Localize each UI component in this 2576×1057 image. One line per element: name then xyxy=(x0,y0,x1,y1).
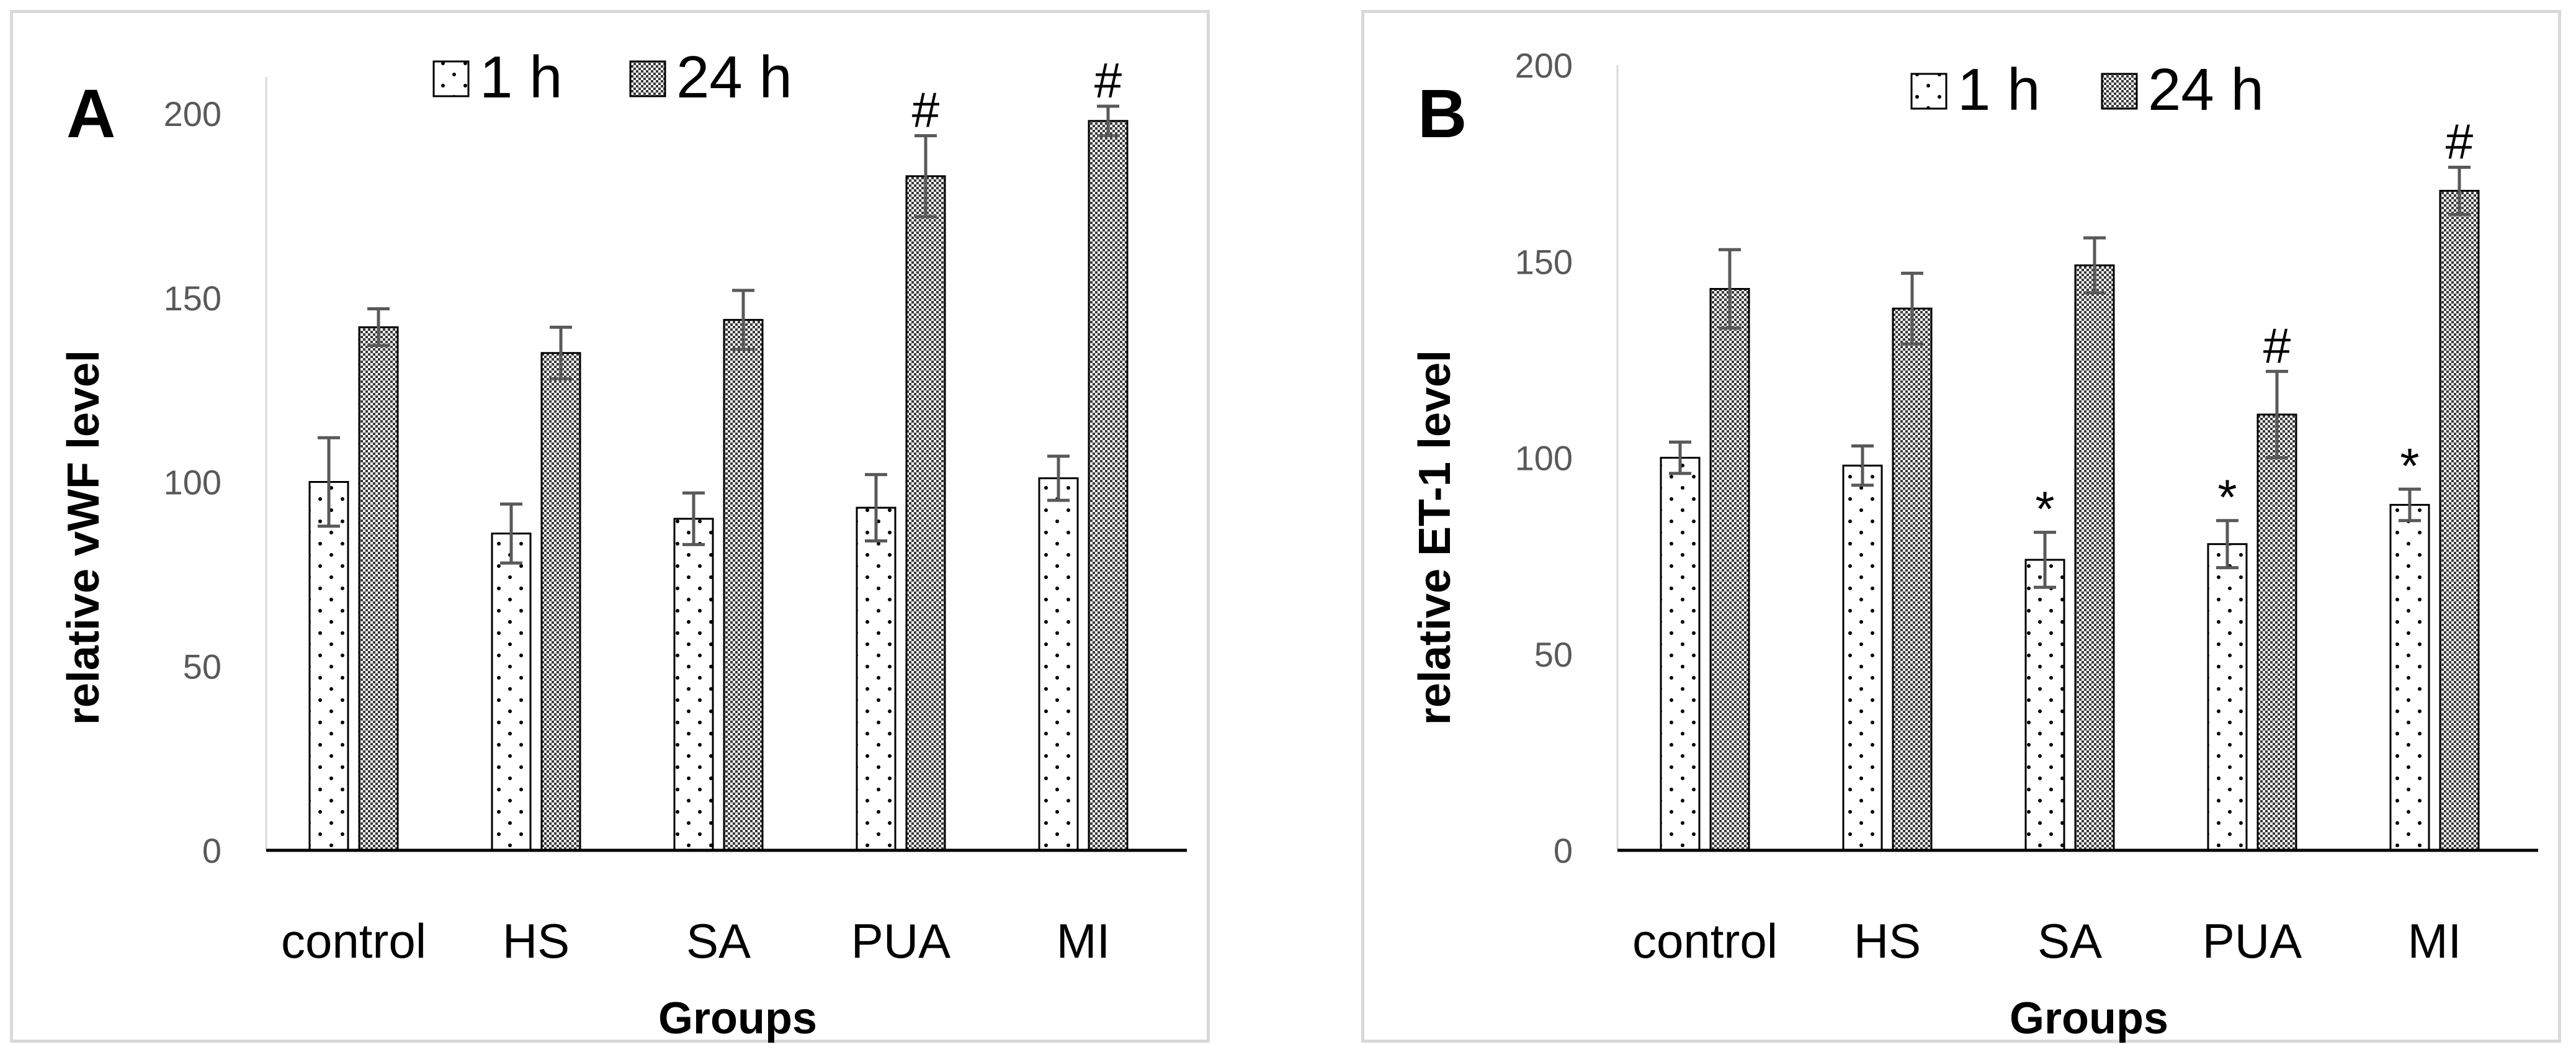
bar-pua-24h xyxy=(2256,413,2297,852)
bar-mi-1h xyxy=(2389,503,2430,852)
y-tick-label: 0 xyxy=(202,831,221,870)
legend-swatch-1h xyxy=(1910,73,1948,110)
chart-panel-b: 0 50 100 150 200 control HS * SA * # PUA * # MI Groups r… xyxy=(1361,10,2561,1043)
bar-mi-1h xyxy=(1038,477,1079,852)
y-tick-label: 150 xyxy=(1515,242,1573,281)
significance-mark: * xyxy=(2217,470,2237,525)
bar-hs-24h xyxy=(540,352,581,852)
legend-label-1h: 1 h xyxy=(1957,56,2040,123)
y-tick-label: 150 xyxy=(164,279,221,318)
x-tick-label: SA xyxy=(2037,914,2102,968)
chart-a-canvas: 0 50 100 150 200 control HS SA # PUA # MI Groups rela… xyxy=(59,44,1187,1043)
bar-pua-1h xyxy=(856,506,897,852)
bar-control-1h xyxy=(308,481,349,852)
y-tick-label: 0 xyxy=(1554,831,1573,870)
legend-swatch-24h xyxy=(2101,73,2138,110)
bar-pua-1h xyxy=(2207,543,2248,852)
bar-mi-24h xyxy=(1088,120,1129,852)
bar-mi-24h xyxy=(2439,189,2480,852)
y-tick-label: 200 xyxy=(1515,46,1573,85)
x-tick-label: PUA xyxy=(2203,914,2302,968)
x-axis-title: Groups xyxy=(2010,994,2168,1043)
x-tick-label: HS xyxy=(1854,914,1921,968)
bar-sa-24h xyxy=(723,318,764,852)
bar-hs-1h xyxy=(1842,464,1883,852)
x-tick-label: MI xyxy=(1057,914,1111,968)
bar-control-24h xyxy=(358,326,399,852)
legend-swatch-1h xyxy=(432,60,470,97)
y-tick-label: 50 xyxy=(1534,635,1573,674)
legend-label-24h: 24 h xyxy=(2148,56,2264,123)
y-tick-label: 50 xyxy=(183,647,221,686)
y-tick-label: 100 xyxy=(164,463,221,502)
x-tick-label: SA xyxy=(686,914,751,968)
x-tick-label: PUA xyxy=(851,914,950,968)
bar-sa-24h xyxy=(2074,264,2115,852)
bar-hs-24h xyxy=(1892,307,1933,852)
significance-mark: # xyxy=(1094,53,1122,108)
panel-letter: B xyxy=(1418,76,1467,152)
y-tick-label: 200 xyxy=(164,94,221,133)
x-tick-label: control xyxy=(1632,914,1778,968)
x-tick-label: control xyxy=(281,914,426,968)
significance-mark: # xyxy=(2446,114,2474,169)
chart-b-canvas: 0 50 100 150 200 control HS * SA * # PUA * # MI Groups r… xyxy=(1410,46,2538,1043)
x-tick-label: HS xyxy=(503,914,570,968)
bar-pua-24h xyxy=(905,175,946,852)
y-tick-label: 100 xyxy=(1515,439,1573,478)
bar-sa-1h xyxy=(2024,559,2065,852)
significance-mark: # xyxy=(2263,318,2291,373)
bar-control-1h xyxy=(1660,457,1701,852)
chart-panel-a: 0 50 100 150 200 control HS SA # PUA # MI Groups rela… xyxy=(10,10,1210,1043)
legend-swatch-24h xyxy=(629,60,666,97)
x-axis-title: Groups xyxy=(658,994,817,1043)
panel-letter: A xyxy=(66,76,115,152)
bar-control-24h xyxy=(1709,288,1750,852)
significance-mark: * xyxy=(2035,482,2054,537)
y-axis-title: relative vWF level xyxy=(59,350,109,725)
x-tick-label: MI xyxy=(2408,914,2462,968)
legend-label-24h: 24 h xyxy=(676,44,792,110)
significance-mark: # xyxy=(912,83,940,138)
significance-mark: * xyxy=(2400,438,2419,493)
bar-sa-1h xyxy=(673,518,714,852)
legend-label-1h: 1 h xyxy=(480,44,562,110)
y-axis-title: relative ET-1 level xyxy=(1410,350,1460,725)
bar-hs-1h xyxy=(491,533,532,852)
